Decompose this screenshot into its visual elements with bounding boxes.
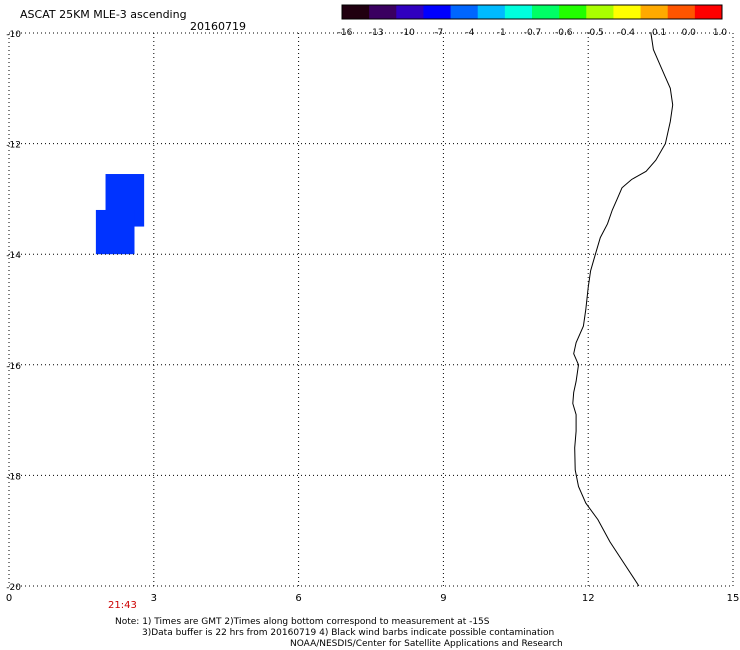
x-tick-label: 9 — [440, 593, 446, 604]
y-tick-label: -10 — [6, 30, 21, 40]
x-tick-label: 0 — [6, 593, 12, 604]
x-tick-label: 3 — [151, 593, 157, 604]
colorbar-swatch — [586, 5, 614, 19]
coastline — [572, 32, 674, 587]
colorbar-swatch — [667, 5, 696, 19]
colorbar-swatch — [423, 5, 452, 19]
y-tick-label: -16 — [6, 362, 21, 372]
wind-data-cell — [95, 209, 135, 255]
colorbar-tick-label: -0.7 — [524, 28, 542, 38]
note-line-1: Note: 1) Times are GMT 2)Times along bot… — [115, 617, 490, 627]
x-tick-label: 6 — [295, 593, 301, 604]
colorbar-tick-label: -0.4 — [617, 28, 635, 38]
plot-frame — [8, 32, 734, 587]
note-line-2: 3)Data buffer is 22 hrs from 20160719 4)… — [142, 628, 555, 638]
y-tick-label: -18 — [6, 472, 21, 482]
colorbar-swatch — [342, 5, 370, 19]
colorbar-swatch — [559, 5, 587, 19]
y-tick-label: -12 — [6, 141, 21, 151]
map-date: 20160719 — [190, 20, 246, 33]
colorbar-swatch — [640, 5, 669, 19]
colorbar-swatch — [369, 5, 397, 19]
colorbar-swatch — [396, 5, 424, 19]
colorbar-frame — [341, 4, 723, 20]
colorbar-swatch — [450, 5, 479, 19]
colorbar-tick-label: -13 — [369, 28, 384, 38]
colorbar-swatch — [613, 5, 642, 19]
note-line-3: NOAA/NESDIS/Center for Satellite Applica… — [290, 639, 563, 649]
colorbar-tick-label: -0.6 — [555, 28, 573, 38]
colorbar-tick-label: -7 — [434, 28, 443, 38]
x-tick-label: 12 — [582, 593, 595, 604]
map-title: ASCAT 25KM MLE-3 ascending — [20, 8, 187, 21]
colorbar-tick-label: -4 — [466, 28, 475, 38]
colorbar-tick-label: -10 — [400, 28, 415, 38]
colorbar-tick-label: -0.5 — [586, 28, 604, 38]
colorbar-tick-label: 1.0 — [713, 28, 728, 38]
x-tick-label: 15 — [727, 593, 740, 604]
y-tick-label: -20 — [6, 583, 21, 593]
pass-time-label: 21:43 — [108, 600, 137, 611]
colorbar-swatch — [532, 5, 560, 19]
y-tick-label: -14 — [6, 251, 21, 261]
colorbar-swatch — [477, 5, 506, 19]
color-scale-bar: -16 -13 -10 -7 -4 -1 -0.7 -0.6 -0.5 -0.4 -0.1 0.0 1.… — [338, 4, 728, 38]
colorbar-tick-label: 0.0 — [682, 28, 697, 38]
colorbar-swatch — [504, 5, 533, 19]
colorbar-swatch — [694, 5, 723, 19]
